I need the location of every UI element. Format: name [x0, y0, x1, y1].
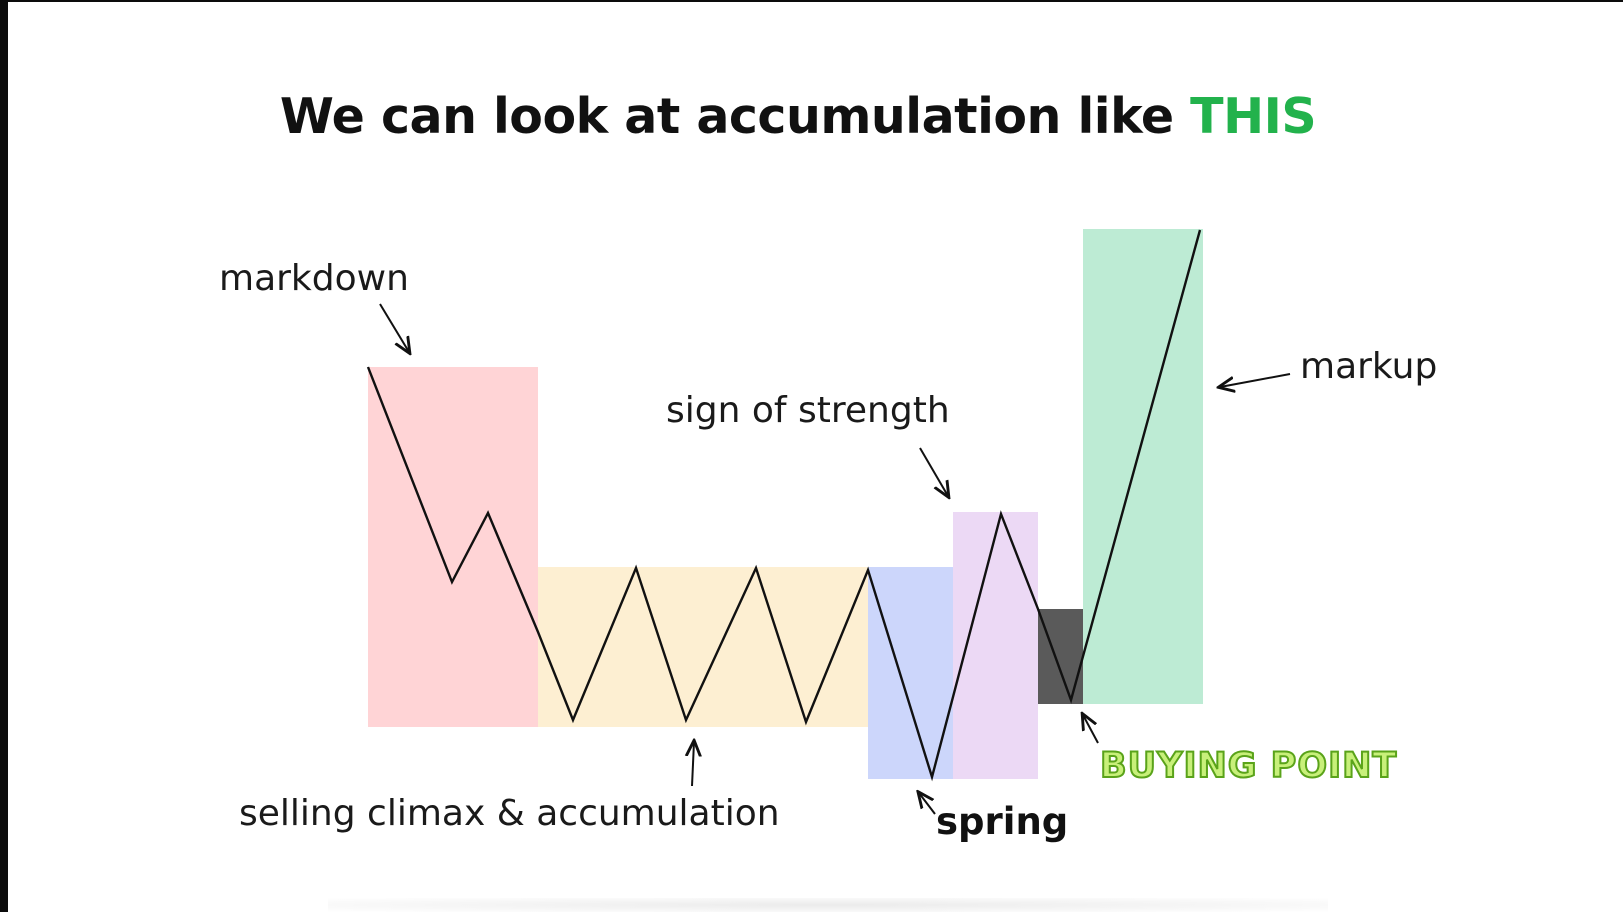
title-highlight: THIS [1190, 88, 1317, 145]
bottom-shadow [328, 898, 1328, 912]
spring-zone [868, 567, 953, 779]
markdown-label: markdown [219, 258, 409, 299]
title-main: We can look at accumulation like [279, 88, 1191, 145]
markup-label: markup [1300, 346, 1438, 387]
spring-label: spring [936, 800, 1069, 843]
wyckoff-diagram [366, 229, 1291, 815]
buying-point-arrow [1083, 715, 1099, 744]
sign-of-strength-label: sign of strength [666, 390, 950, 431]
accumulation-zone [538, 567, 868, 727]
slide-canvas: We can look at accumulation like THIS ma… [8, 2, 1623, 912]
markdown-arrow [379, 303, 409, 352]
buying-point-label: BUYING POINT [1099, 745, 1398, 787]
markup-zone [1083, 229, 1203, 704]
selling-climax-arrow [692, 742, 694, 787]
price-path-line [366, 229, 1202, 782]
sign-of-strength-arrow [919, 447, 948, 496]
selling-climax-label: selling climax & accumulation [239, 793, 780, 834]
buying-point-zone [1038, 609, 1083, 704]
markdown-zone [368, 367, 538, 727]
markup-arrow [1220, 373, 1291, 387]
spring-arrow [919, 793, 936, 815]
slide-title: We can look at accumulation like THIS [8, 88, 1588, 145]
